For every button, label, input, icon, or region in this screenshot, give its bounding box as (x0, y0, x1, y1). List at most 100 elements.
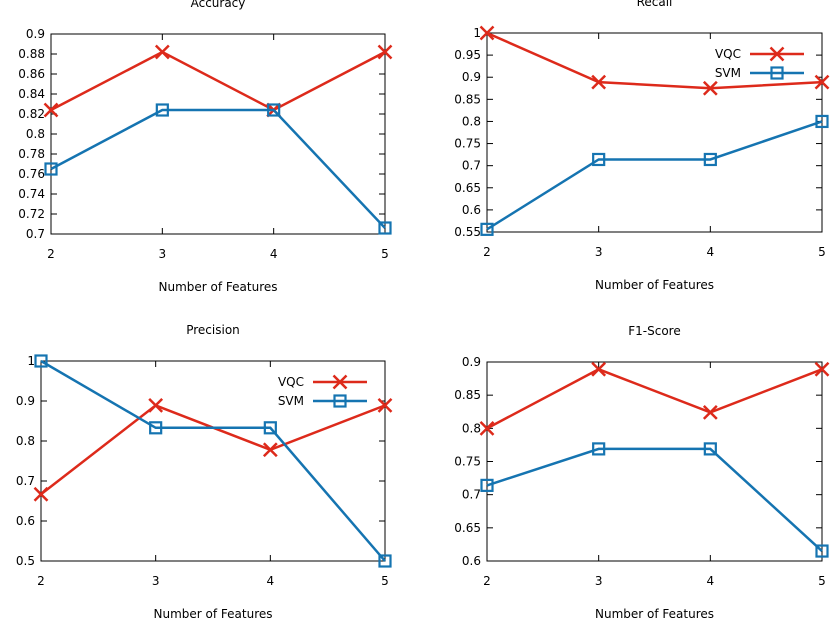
y-tick-label: 0.85 (454, 92, 481, 106)
y-tick-label: 0.6 (462, 203, 481, 217)
x-tick-label: 4 (267, 574, 275, 588)
y-tick-label: 0.8 (16, 434, 35, 448)
svm-series-line (40, 359, 386, 562)
y-tick-label: 0.7 (462, 159, 481, 173)
svm-data-point (703, 152, 717, 167)
vqc-data-point (148, 398, 164, 413)
svm-data-point (378, 554, 392, 568)
x-axis-label: Number of Features (595, 607, 714, 620)
y-tick-label: 0.88 (18, 47, 45, 61)
x-tick-label: 4 (707, 245, 715, 259)
svm-data-point (34, 354, 48, 368)
vqc-data-point (43, 102, 59, 118)
x-tick-label: 5 (381, 574, 389, 588)
vqc-data-point (33, 486, 49, 502)
y-tick-label: 0.86 (18, 67, 45, 81)
chart-title: Accuracy (191, 0, 246, 10)
x-tick-label: 5 (818, 245, 826, 259)
x-axis-label: Number of Features (159, 280, 278, 294)
svm-data-point (149, 421, 163, 435)
svm-data-point (155, 103, 169, 117)
y-tick-label: 0.72 (18, 207, 45, 221)
vqc-data-point (377, 44, 393, 60)
svm-series-line (486, 447, 823, 552)
x-tick-label: 3 (152, 574, 160, 588)
y-tick-label: 0.76 (18, 167, 45, 181)
vqc-series-line (40, 403, 386, 496)
svm-data-point (44, 162, 58, 176)
y-tick-label: 0.6 (462, 554, 481, 568)
legend-label-vqc: VQC (715, 47, 741, 61)
svm-data-point (815, 544, 829, 558)
x-tick-label: 2 (37, 574, 45, 588)
svm-data-point (267, 103, 281, 117)
subplot-accuracy: Accuracy 0.7 0.72 0.74 0.76 0.78 0.8 0.82 0.84 0.… (18, 0, 393, 294)
vqc-data-point (814, 361, 830, 377)
vqc-data-point (479, 25, 495, 41)
vqc-data-point (702, 80, 718, 96)
y-tick-label: 0.74 (18, 187, 45, 201)
svm-series-line (486, 120, 823, 231)
y-tick-label: 0.8 (26, 127, 45, 141)
x-tick-label: 3 (595, 245, 603, 259)
legend-label-svm: SVM (715, 66, 741, 80)
y-tick-label: 0.65 (454, 181, 481, 195)
y-tick-label: 0.95 (454, 48, 481, 62)
y-tick-label: 0.85 (454, 388, 481, 402)
y-tick-label: 0.5 (16, 554, 35, 568)
y-tick-label: 0.65 (454, 521, 481, 535)
legend-marker-vqc (769, 46, 785, 62)
x-tick-label: 2 (47, 247, 55, 261)
y-tick-label: 0.7 (16, 474, 35, 488)
svm-data-point (480, 478, 494, 492)
x-tick-label: 5 (818, 574, 826, 588)
y-tick-label: 0.78 (18, 147, 45, 161)
legend-label-vqc: VQC (278, 375, 304, 389)
x-tick-label: 2 (483, 245, 491, 259)
subplot-recall: Recall 0.55 0.6 0.65 0.7 0.75 0.8 0.85 0.9 0.95 1 2… (454, 0, 830, 292)
svm-data-point (592, 442, 606, 456)
svm-data-point (592, 152, 606, 167)
subplot-f1-score: F1-Score 0.6 0.65 0.7 0.75 0.8 0.85 0.9 2 3 4 5 Numb… (454, 324, 830, 620)
plot-frame (50, 33, 386, 235)
plot-frame (40, 360, 386, 562)
x-tick-label: 4 (270, 247, 278, 261)
x-tick-label: 3 (159, 247, 167, 261)
svm-data-point (703, 442, 717, 456)
y-tick-label: 0.82 (18, 107, 45, 121)
svm-data-point (378, 221, 392, 235)
svm-data-point (815, 114, 829, 129)
x-tick-label: 4 (707, 574, 715, 588)
y-tick-label: 0.8 (462, 114, 481, 128)
y-tick-label: 0.8 (462, 421, 481, 435)
x-tick-label: 2 (483, 574, 491, 588)
legend-marker-svm (770, 66, 784, 80)
vqc-data-point (591, 361, 607, 377)
chart-title: Recall (637, 0, 673, 9)
y-tick-label: 0.75 (454, 137, 481, 151)
y-tick-label: 0.9 (16, 394, 35, 408)
vqc-data-point (814, 74, 830, 90)
legend-label-svm: SVM (278, 394, 304, 408)
legend-marker-svm (333, 394, 347, 408)
y-tick-label: 0.9 (462, 355, 481, 369)
y-tick-label: 0.7 (26, 227, 45, 241)
y-tick-label: 1 (27, 354, 35, 368)
x-axis-label: Number of Features (154, 607, 273, 620)
y-tick-label: 0.6 (16, 514, 35, 528)
vqc-data-point (154, 44, 170, 60)
chart-title: F1-Score (628, 324, 680, 338)
svm-data-point (480, 222, 494, 236)
y-tick-label: 0.9 (26, 27, 45, 41)
vqc-data-point (262, 442, 278, 458)
y-tick-label: 0.84 (18, 87, 45, 101)
vqc-data-point (702, 405, 718, 420)
vqc-data-point (591, 74, 607, 90)
vqc-series-line (50, 50, 386, 112)
svm-series-line (50, 108, 386, 229)
plot-frame (486, 32, 823, 233)
vqc-series-line (486, 367, 823, 430)
subplot-precision: Precision 0.5 0.6 0.7 0.8 0.9 1 2 3 4 5 Number of F… (16, 323, 393, 620)
y-tick-label: 1 (473, 26, 481, 40)
